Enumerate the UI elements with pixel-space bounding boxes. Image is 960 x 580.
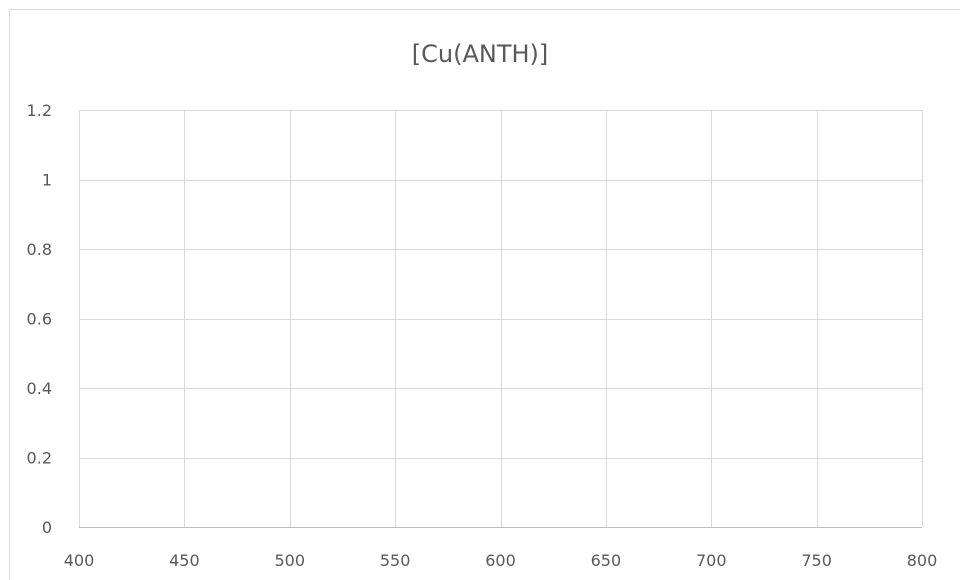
y-tick-label: 0.6 bbox=[27, 310, 52, 329]
x-tick-label: 550 bbox=[380, 551, 411, 570]
y-tick-label: 0.4 bbox=[27, 379, 52, 398]
y-tick-label: 1 bbox=[42, 171, 52, 190]
y-tick-label: 0.8 bbox=[27, 240, 52, 259]
chart-title: [Cu(ANTH)] bbox=[411, 40, 549, 68]
y-tick-label: 0.2 bbox=[27, 449, 52, 468]
chart-area bbox=[9, 9, 960, 580]
x-tick-label: 800 bbox=[907, 551, 938, 570]
x-tick-label: 400 bbox=[64, 551, 95, 570]
x-tick-label: 600 bbox=[485, 551, 516, 570]
y-tick-label: 1.2 bbox=[27, 101, 52, 120]
x-tick-label: 450 bbox=[169, 551, 200, 570]
x-tick-label: 650 bbox=[591, 551, 622, 570]
x-tick-label: 500 bbox=[274, 551, 305, 570]
x-tick-label: 700 bbox=[696, 551, 727, 570]
x-tick-label: 750 bbox=[801, 551, 832, 570]
y-tick-label: 0 bbox=[42, 518, 52, 537]
